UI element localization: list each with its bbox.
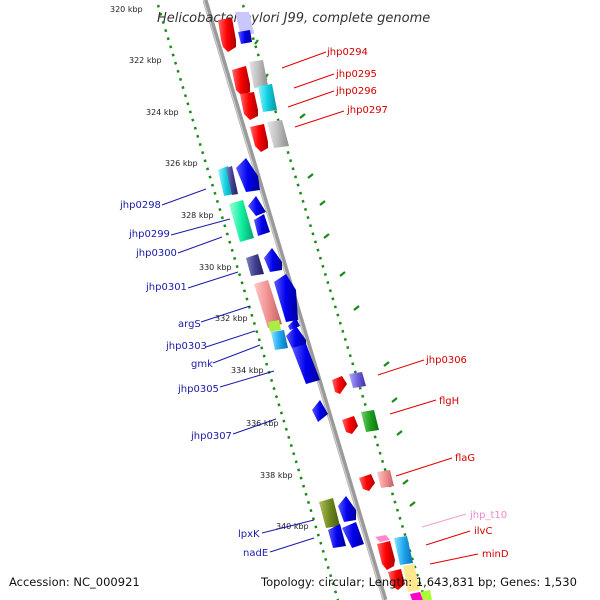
gene-flaG-red	[359, 474, 375, 491]
gene-minD-yellow	[403, 564, 420, 592]
gene-flaG-pink	[377, 470, 394, 488]
kbp-label: 324 kbp	[146, 108, 179, 117]
genome-summary: Topology: circular; Length: 1,643,831 bp…	[260, 575, 577, 589]
gene-label: jhp0303	[165, 341, 207, 352]
genome-title: Helicobacter pylori J99, complete genome	[157, 11, 430, 26]
gene-label: lpxK	[238, 529, 260, 540]
gene-label: jhp0305	[177, 384, 219, 395]
gene-jhp_t10	[375, 535, 390, 542]
forward-genes	[218, 12, 432, 600]
gene-label: jhp0299	[128, 229, 170, 240]
kbp-label: 332 kbp	[215, 314, 248, 323]
gene-label: minD	[482, 549, 509, 560]
kbp-label: 330 kbp	[199, 263, 232, 272]
gene-minD-red	[388, 569, 405, 590]
gene-jhp0297	[250, 124, 268, 152]
gene-blue-6	[286, 326, 306, 348]
gene-label: jhp0297	[346, 105, 388, 116]
kbp-label: 328 kbp	[181, 211, 214, 220]
gene-label: jhp0294	[326, 47, 368, 58]
gene-jhp0296	[240, 92, 258, 120]
gene-argS	[254, 280, 282, 328]
gene-lavender	[234, 12, 255, 34]
gene-jhp0307	[312, 400, 328, 422]
gene-label: jhp0300	[135, 248, 177, 259]
gene-blue-tiny	[288, 318, 300, 330]
gene-label: jhp0301	[145, 282, 187, 293]
gene-label: jhp0298	[119, 200, 161, 211]
gene-flgH-green	[361, 410, 379, 432]
leader-line-trna	[421, 513, 467, 528]
gene-lpxK-olive	[319, 498, 340, 528]
gene-jhp0303	[271, 330, 288, 350]
scale-ticks	[254, 39, 416, 507]
gene-ilvC-red	[377, 541, 395, 570]
gene-label: flaG	[455, 453, 475, 464]
gene-label: jhp0307	[190, 431, 232, 442]
left-gene-labels: jhp0298 jhp0299 jhp0300 jhp0301 argS jhp…	[119, 200, 268, 559]
right-gene-labels: jhp0294 jhp0295 jhp0296 jhp0297 jhp0306 …	[326, 47, 509, 560]
gene-label: flgH	[439, 396, 459, 407]
kbp-label: 322 kbp	[129, 56, 162, 65]
gene-bottom-lime	[420, 590, 432, 600]
gene-jhp0306-red	[332, 376, 347, 394]
gene-jhp0305	[292, 344, 320, 384]
gene-blue-3	[254, 214, 270, 236]
gene-jhp0298-b	[226, 166, 238, 195]
kbp-label: 338 kbp	[260, 471, 293, 480]
gene-jhp0294	[218, 18, 236, 52]
gene-ilvC-sky	[394, 536, 413, 565]
gene-bottom-magenta	[410, 592, 423, 600]
gene-gray-1	[249, 60, 268, 88]
gene-label: jhp0295	[335, 69, 377, 80]
gene-jhp0299	[229, 200, 254, 242]
gene-label: ilvC	[474, 526, 492, 537]
kbp-label: 326 kbp	[165, 159, 198, 168]
gene-blue-small	[238, 30, 252, 44]
gene-nadE	[328, 524, 346, 548]
gene-flgH-red	[342, 416, 358, 434]
gene-jhp0298-a	[218, 166, 234, 196]
kbp-label: 320 kbp	[110, 5, 143, 14]
gene-blue-2	[248, 196, 266, 216]
gene-blue-1	[236, 158, 260, 192]
gene-label: jhp0296	[335, 86, 377, 97]
gene-jhp0295	[232, 66, 250, 96]
gene-jhp0301	[246, 254, 264, 276]
gene-gray-2	[267, 120, 289, 148]
reverse-genes	[218, 158, 364, 548]
gene-label: gmk	[191, 359, 213, 370]
accession-text: Accession: NC_000921	[9, 575, 140, 589]
gene-label: nadE	[243, 548, 268, 559]
outer-tick-line-left	[156, 4, 340, 600]
gene-blue-7	[338, 496, 356, 522]
gene-cyan	[258, 84, 277, 112]
gene-blue-4	[264, 248, 282, 272]
gene-blue-5	[274, 274, 298, 322]
gene-label: jhp0306	[425, 355, 467, 366]
gene-label: jhp_t10	[469, 510, 507, 521]
gene-jhp0306-violet	[349, 372, 366, 388]
leader-lines-left	[161, 188, 315, 553]
gene-lime-small	[268, 320, 281, 332]
leader-lines-right	[281, 51, 479, 565]
gene-label: argS	[178, 319, 201, 330]
gene-blue-8	[342, 522, 364, 548]
kbp-label: 334 kbp	[231, 366, 264, 375]
kbp-label: 340 kbp	[276, 522, 309, 531]
